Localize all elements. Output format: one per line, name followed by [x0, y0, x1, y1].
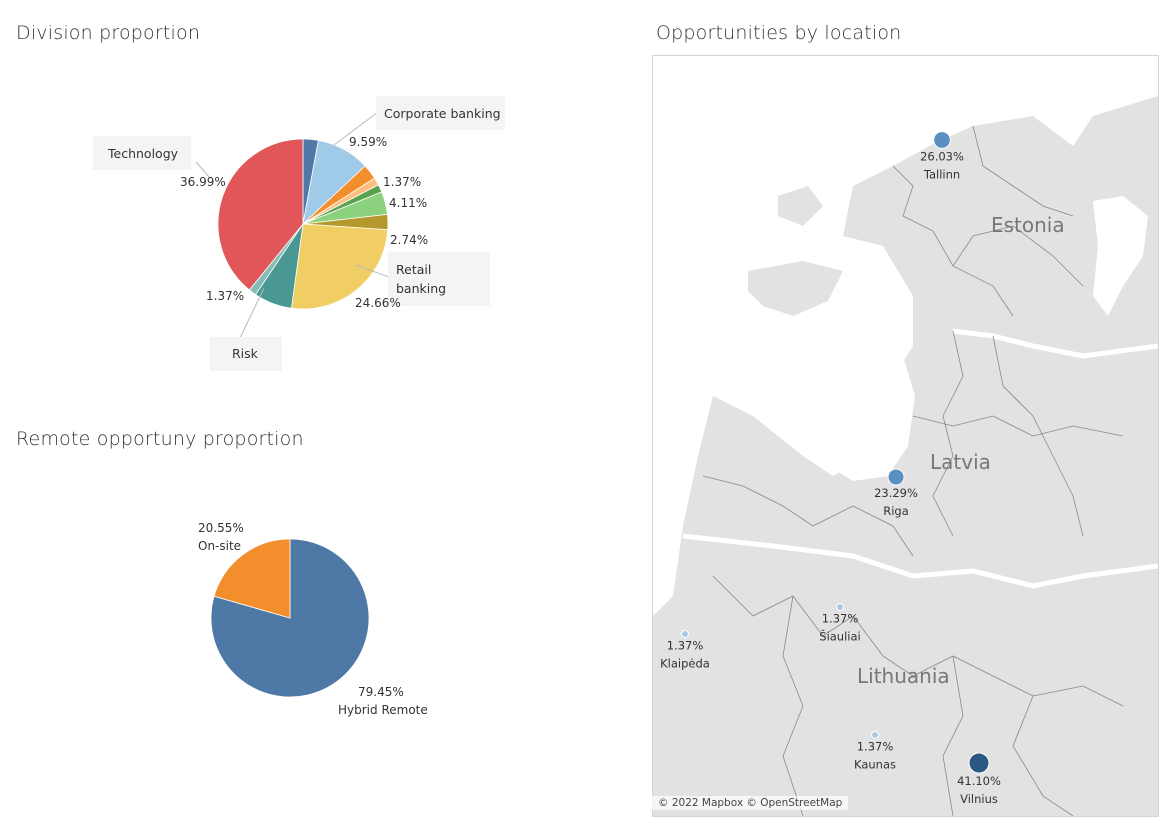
map-point-4[interactable] [871, 731, 879, 739]
map-point-pct-4: 1.37% [857, 739, 894, 753]
division-slice-10[interactable] [217, 138, 304, 291]
saaremaa-island [748, 261, 843, 316]
retail-banking-callout [388, 252, 490, 306]
country-label-estonia: Estonia [991, 213, 1065, 237]
country-borders [682, 328, 1158, 589]
lake-peipus [1093, 196, 1148, 316]
map-point-city-1: Riga [883, 504, 909, 518]
pct-label-retail: 24.66% [355, 296, 401, 310]
pct-label-slice-3: 1.37% [383, 175, 421, 189]
remote-slices [210, 538, 370, 698]
map-canvas: Estonia Latvia Lithuania 26.03% Tallinn 23… [653, 56, 1158, 816]
map-point-city-2: Šiauliai [819, 628, 860, 643]
risk-callout [210, 337, 282, 371]
technology-callout [93, 136, 191, 170]
pct-label-slice-9: 1.37% [206, 289, 244, 303]
map-point-3[interactable] [681, 630, 689, 638]
retail-banking-label-line2: banking [396, 281, 446, 296]
division-leaders [195, 111, 393, 339]
hybrid-remote-label: Hybrid Remote [338, 703, 428, 717]
map-point-pct-3: 1.37% [667, 638, 704, 652]
pct-label-slice-5: 4.11% [389, 196, 427, 210]
corporate-banking-label: Corporate banking [384, 106, 501, 121]
corporate-banking-callout [376, 96, 505, 130]
map-point-pct-5: 41.10% [957, 774, 1001, 788]
map-point-city-5: Vilnius [960, 792, 998, 806]
map-point-0[interactable] [933, 131, 951, 149]
map-point-pct-2: 1.37% [822, 611, 859, 625]
country-label-latvia: Latvia [930, 450, 991, 474]
technology-label: Technology [107, 146, 179, 161]
pct-label-technology: 36.99% [180, 175, 226, 189]
retail-banking-label-line1: Retail [396, 262, 431, 277]
division-title: Division proportion [16, 22, 201, 44]
pct-label-corporate: 9.59% [349, 135, 387, 149]
division-pie-chart: Corporate banking Retail banking Risk Te… [93, 96, 505, 371]
region-borders [702, 125, 1124, 816]
map-point-city-0: Tallinn [923, 167, 960, 181]
division-slices [217, 138, 389, 310]
gulf-of-riga [828, 356, 915, 481]
map-attribution[interactable]: © 2022 Mapbox © OpenStreetMap [652, 796, 849, 810]
map-point-pct-0: 26.03% [920, 149, 964, 163]
pct-label-slice-6: 2.74% [390, 233, 428, 247]
map-point-pct-1: 23.29% [874, 486, 918, 500]
map-point-city-3: Klaipėda [660, 656, 710, 670]
pct-label-hybrid: 79.45% [358, 685, 404, 699]
remote-slice-1[interactable] [213, 538, 291, 619]
risk-label: Risk [232, 346, 259, 361]
country-label-lithuania: Lithuania [857, 664, 950, 688]
division-slice-7[interactable] [290, 223, 389, 310]
remote-title: Remote opportuny proportion [16, 428, 304, 450]
onsite-label: On-site [198, 539, 241, 553]
map-points: 26.03% Tallinn 23.29% Riga 1.37% Šiauliai 1.37… [660, 131, 1001, 806]
hiiumaa-island [778, 186, 823, 226]
map-point-5[interactable] [968, 752, 990, 774]
map-point-1[interactable] [887, 468, 905, 486]
map-point-2[interactable] [836, 603, 844, 611]
map-point-city-4: Kaunas [854, 757, 896, 771]
remote-pie-chart: 20.55% On-site 79.45% Hybrid Remote [198, 521, 428, 717]
location-title: Opportunities by location [656, 22, 902, 44]
location-map[interactable]: Estonia Latvia Lithuania 26.03% Tallinn 23… [652, 55, 1159, 817]
pct-label-onsite: 20.55% [198, 521, 244, 535]
